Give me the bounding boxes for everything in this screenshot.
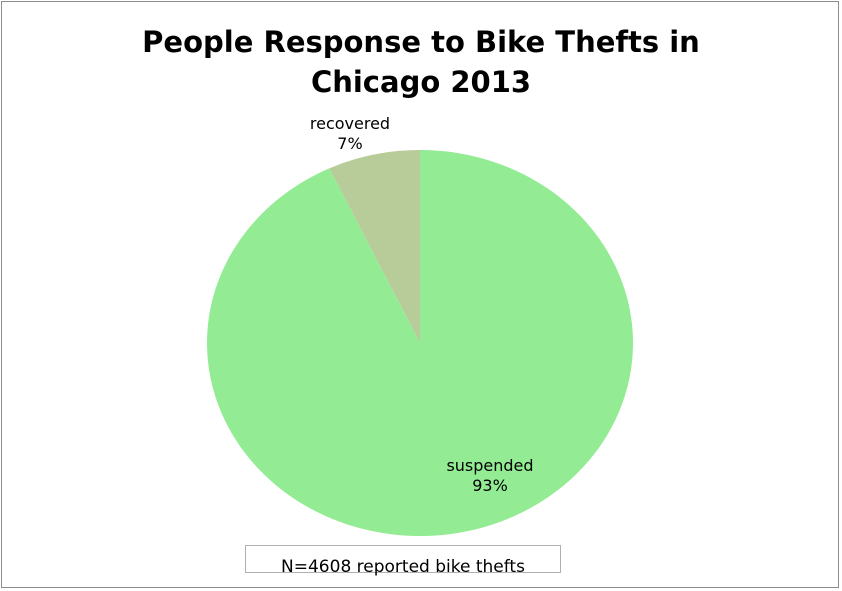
annotation-text: N=4608 reported bike thefts bbox=[281, 557, 525, 577]
annotation-box bbox=[245, 545, 561, 573]
data-label-recovered-name: recovered bbox=[309, 114, 391, 133]
data-label-suspended-name: suspended bbox=[446, 456, 534, 475]
chart-title: People Response to Bike Thefts in Chicag… bbox=[0, 22, 842, 102]
data-label-recovered-percent: 7% bbox=[337, 134, 363, 153]
data-label-suspended: suspended 93% bbox=[430, 456, 550, 496]
pie-slice-recovered bbox=[329, 150, 420, 343]
data-label-recovered: recovered 7% bbox=[290, 114, 410, 154]
chart-title-line-2: Chicago 2013 bbox=[310, 65, 532, 99]
data-label-suspended-percent: 93% bbox=[472, 476, 508, 495]
pie-slice-suspended bbox=[206, 150, 634, 536]
chart-title-line-1: People Response to Bike Thefts in bbox=[142, 25, 700, 59]
